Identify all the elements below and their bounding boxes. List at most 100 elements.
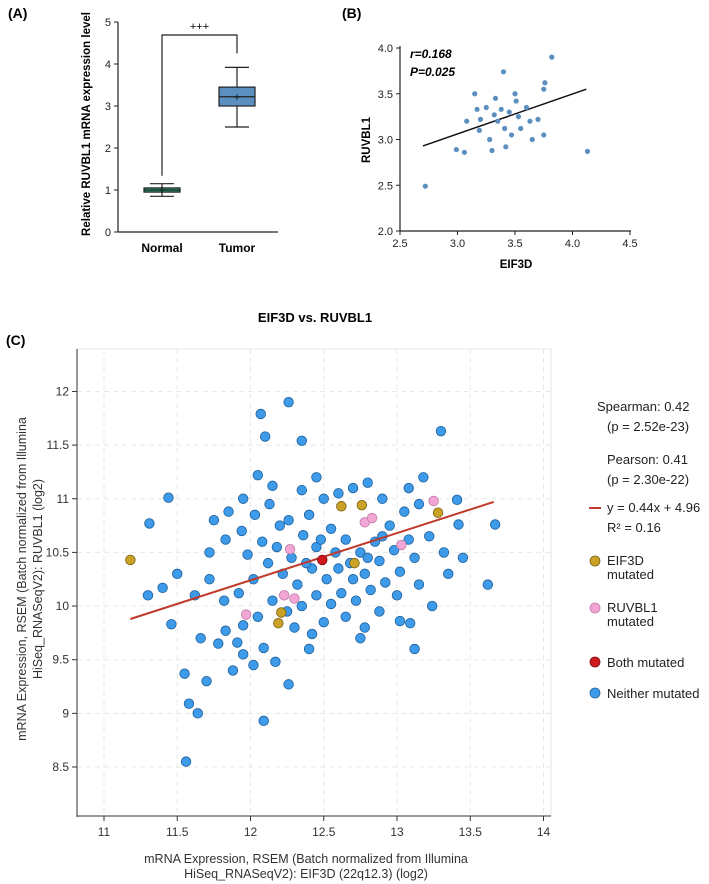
neither-mutated-point xyxy=(443,568,454,580)
neither-mutated-point xyxy=(218,595,230,606)
panel-c-ytick-label: 12 xyxy=(56,384,70,398)
neither-mutated-point xyxy=(355,547,366,558)
panel-c-ytick-label: 11 xyxy=(57,492,70,506)
panel-b-point xyxy=(523,104,530,111)
neither-mutated-point xyxy=(340,534,351,545)
panel-c-ytick-label: 8.5 xyxy=(52,760,69,774)
panel-b-point xyxy=(584,148,591,154)
panel-b-p-annotation: P=0.025 xyxy=(410,65,455,79)
box-mean-marker: + xyxy=(233,90,240,104)
neither-mutated-point xyxy=(403,534,414,545)
panel-c-ylabel-line2: HiSeq_RNASeqV2): RUVBL1 (log2) xyxy=(31,479,45,679)
panel-b-ytick-label: 4.0 xyxy=(378,43,393,55)
panel-a-ytick-label: 5 xyxy=(105,17,111,29)
panel-b-xtick-label: 4.0 xyxy=(565,238,580,250)
neither-mutated-point xyxy=(204,547,215,558)
eif3d-mutated-point xyxy=(273,618,284,629)
panel-b-point xyxy=(476,127,482,133)
neither-mutated-point xyxy=(292,579,303,590)
neither-mutated-point xyxy=(180,756,192,767)
neither-mutated-point xyxy=(274,520,286,531)
panel-b-point xyxy=(500,69,507,75)
neither-mutated-point xyxy=(252,469,264,481)
panel-c-points xyxy=(125,396,501,767)
neither-mutated-point xyxy=(283,515,294,526)
panel-a-ytick-label: 1 xyxy=(105,185,111,197)
neither-mutated-point xyxy=(213,638,224,649)
eif3d-mutated-point xyxy=(336,501,347,512)
ruvbl1-mutated-point xyxy=(396,539,407,551)
neither-mutated-point xyxy=(204,574,215,585)
neither-mutated-point xyxy=(255,408,266,420)
panel-b-point xyxy=(477,116,484,122)
pearson-label: Pearson: 0.41 xyxy=(607,452,688,467)
panel-c-ytick-label: 10 xyxy=(56,599,70,613)
panel-b-point xyxy=(518,125,524,132)
neither-mutated-point xyxy=(142,590,154,601)
panel-b-point xyxy=(508,132,515,138)
neither-mutated-point xyxy=(306,628,318,640)
neither-mutated-point xyxy=(347,482,359,494)
neither-mutated-point xyxy=(391,590,403,601)
neither-mutated-point xyxy=(489,519,501,530)
neither-mutated-point xyxy=(166,619,177,630)
panel-b-point xyxy=(487,136,493,143)
neither-mutated-point xyxy=(237,649,249,660)
neither-mutated-point xyxy=(315,534,327,545)
neither-mutated-point xyxy=(418,472,429,483)
panel-b-point xyxy=(542,80,548,86)
panel-a-xtick-tumor: Tumor xyxy=(219,241,256,255)
ruvbl1-mutated-point xyxy=(278,590,290,601)
neither-mutated-point xyxy=(258,715,269,727)
eif3d-mutated-point xyxy=(432,507,444,518)
panel-b-point xyxy=(541,132,547,138)
neither-mutated-point xyxy=(333,488,344,499)
panel-c-legend: y = 0.44x + 4.96 R² = 0.16 EIF3D mutated… xyxy=(589,500,700,701)
ruvbl1-mutated-point xyxy=(289,593,300,604)
neither-mutated-point xyxy=(384,520,395,531)
panel-b-xtick-label: 3.5 xyxy=(507,238,522,250)
neither-mutated-point xyxy=(435,425,447,437)
neither-mutated-point xyxy=(359,622,370,633)
neither-mutated-point xyxy=(350,595,362,606)
panel-b-point xyxy=(535,116,541,122)
neither-mutated-point xyxy=(380,577,391,588)
eif3d-mutated-point xyxy=(276,607,287,618)
panel-c-label: (C) xyxy=(6,332,25,348)
legend-ruvbl1-line2: mutated xyxy=(607,614,654,629)
neither-mutated-point xyxy=(220,625,231,636)
neither-mutated-point xyxy=(257,536,268,547)
panel-b-ytick-label: 2.0 xyxy=(378,226,393,238)
panel-c-ytick-label: 9 xyxy=(62,706,69,720)
panel-c-xlabel-line2: HiSeq_RNASeqV2): EIF3D (22q12.3) (log2) xyxy=(184,867,428,881)
neither-mutated-point xyxy=(482,579,494,590)
neither-mutated-point xyxy=(394,566,406,577)
panel-c-ytick-label: 11.5 xyxy=(47,438,70,452)
neither-mutated-point xyxy=(220,534,231,545)
panel-b-point xyxy=(474,106,480,112)
neither-mutated-point xyxy=(267,480,278,492)
neither-mutated-point xyxy=(172,568,183,580)
neither-mutated-point xyxy=(157,582,168,594)
panel-c-fit-line xyxy=(130,500,494,620)
eif3d-mutated-point xyxy=(349,557,360,569)
legend-fit-equation: y = 0.44x + 4.96 xyxy=(607,500,700,515)
neither-mutated-point xyxy=(413,498,425,510)
panel-c-xtick-label: 12.5 xyxy=(312,825,336,839)
panel-c: EIF3D vs. RUVBL1 (C) 11 11.5 12 12.5 13 13.5 1… xyxy=(6,310,700,881)
significance-bracket xyxy=(161,34,238,176)
spearman-p: (p = 2.52e-23) xyxy=(607,419,689,434)
neither-mutated-point xyxy=(340,611,351,622)
panel-a-boxes: ++ xyxy=(143,34,256,197)
panel-a-axes: 0 1 2 3 4 5 xyxy=(105,17,278,239)
panel-b-point xyxy=(529,136,535,143)
panel-b-point xyxy=(513,98,519,104)
panel-c-xtick-label: 11.5 xyxy=(166,825,189,839)
pearson-p: (p = 2.30e-22) xyxy=(607,472,689,487)
ruvbl1-mutated-point xyxy=(428,495,439,507)
neither-mutated-point xyxy=(325,523,337,534)
panel-c-ylabel-line1: mRNA Expression, RSEM (Batch normalized … xyxy=(15,417,29,741)
neither-mutated-point xyxy=(237,493,249,504)
neither-mutated-point xyxy=(377,493,388,504)
